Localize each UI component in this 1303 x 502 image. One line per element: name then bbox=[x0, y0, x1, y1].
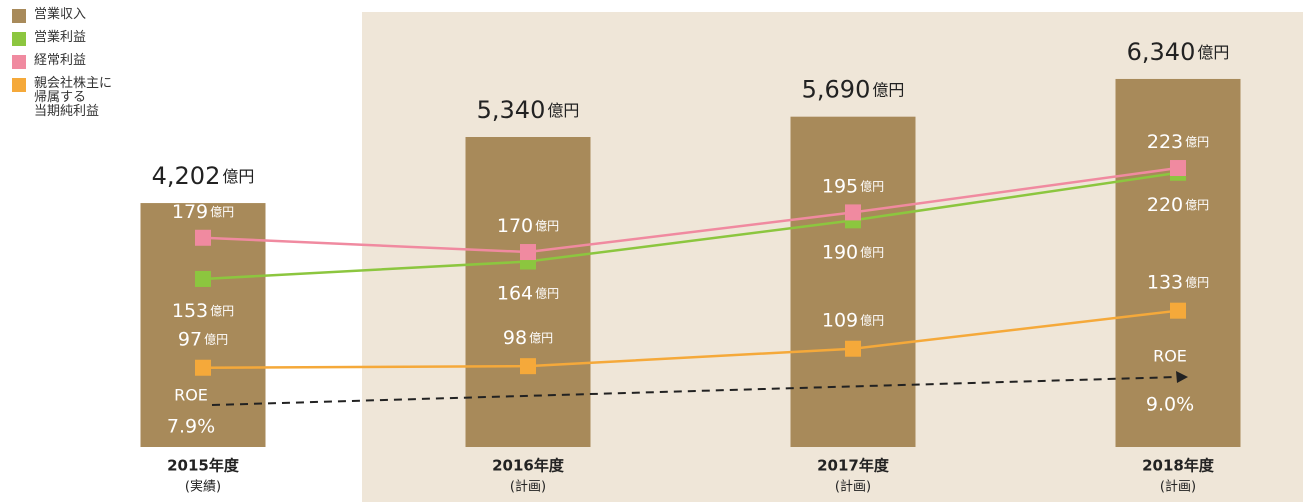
data-label: 153 億円 bbox=[172, 299, 234, 321]
line bbox=[202, 309, 1179, 369]
data-label-value: 195 bbox=[822, 175, 858, 197]
bar-label-value: 6,340 bbox=[1127, 38, 1196, 66]
data-label: 179 億円 bbox=[172, 200, 234, 222]
legend-label: 営業利益 bbox=[34, 30, 87, 45]
data-label-value: 97 bbox=[178, 328, 202, 350]
data-label-unit: 億円 bbox=[529, 331, 553, 345]
data-label: 133 億円 bbox=[1147, 271, 1209, 293]
legend-label: 営業収入 bbox=[34, 7, 87, 22]
data-label-unit: 億円 bbox=[1185, 135, 1209, 149]
bar-label: 5,340 億円 bbox=[477, 96, 580, 124]
legend-label: 親会社株主に 帰属する 当期純利益 bbox=[34, 76, 113, 119]
data-label: 195 億円 bbox=[822, 175, 884, 197]
bar-label: 4,202 億円 bbox=[152, 162, 255, 190]
data-label-unit: 億円 bbox=[210, 303, 234, 317]
bar-label-value: 5,690 bbox=[802, 76, 871, 104]
data-label-value: 179 bbox=[172, 200, 208, 222]
legend-item: 経常利益 bbox=[12, 54, 112, 69]
roe-value: 9.0% bbox=[1146, 394, 1194, 416]
legend: 営業収入営業利益経常利益親会社株主に 帰属する 当期純利益 bbox=[12, 8, 112, 127]
line bbox=[202, 166, 1179, 254]
data-label-unit: 億円 bbox=[535, 219, 559, 233]
roe-label: ROE bbox=[174, 386, 208, 405]
x-tick-label: 2017年度 bbox=[817, 457, 890, 475]
marker bbox=[520, 358, 536, 375]
data-label-value: 220 bbox=[1147, 193, 1183, 215]
data-label-value: 109 bbox=[822, 309, 858, 331]
roe-label: ROE bbox=[1153, 347, 1187, 366]
bar-label-unit: 億円 bbox=[222, 167, 254, 186]
data-label: 164 億円 bbox=[497, 282, 559, 304]
data-label-unit: 億円 bbox=[860, 245, 884, 259]
legend-item: 親会社株主に 帰属する 当期純利益 bbox=[12, 77, 112, 119]
bar-label: 5,690 億円 bbox=[802, 76, 905, 104]
bar bbox=[1115, 78, 1241, 447]
bar-label: 6,340 億円 bbox=[1127, 38, 1230, 66]
roe-arrowhead bbox=[1176, 371, 1188, 383]
roe-value: 7.9% bbox=[167, 416, 215, 438]
data-label-unit: 億円 bbox=[860, 313, 884, 327]
data-label: 109 億円 bbox=[822, 309, 884, 331]
legend-swatch bbox=[12, 55, 26, 69]
data-label-value: 164 bbox=[497, 282, 533, 304]
x-tick-note: (計画) bbox=[510, 479, 546, 495]
bar-label-unit: 億円 bbox=[547, 101, 579, 120]
bar-label-unit: 億円 bbox=[1197, 42, 1229, 61]
data-label-unit: 億円 bbox=[860, 179, 884, 193]
bar-label-value: 4,202 bbox=[152, 162, 221, 190]
data-label-unit: 億円 bbox=[204, 332, 228, 346]
marker bbox=[1170, 160, 1186, 177]
legend-item: 営業収入 bbox=[12, 8, 112, 23]
marker bbox=[195, 359, 211, 376]
x-tick-note: (計画) bbox=[835, 479, 871, 495]
roe-arrow bbox=[211, 376, 1179, 406]
data-label-unit: 億円 bbox=[210, 204, 234, 218]
x-tick-label: 2018年度 bbox=[1142, 457, 1215, 475]
data-label: 98 億円 bbox=[503, 327, 553, 349]
bar-label-unit: 億円 bbox=[872, 80, 904, 99]
bar bbox=[790, 116, 916, 447]
data-label-value: 98 bbox=[503, 327, 527, 349]
legend-swatch bbox=[12, 9, 26, 23]
bar-label-value: 5,340 bbox=[477, 96, 546, 124]
legend-label: 経常利益 bbox=[34, 53, 87, 68]
x-tick-note: (計画) bbox=[1160, 479, 1196, 495]
data-label-value: 170 bbox=[497, 215, 533, 237]
data-label: 223 億円 bbox=[1147, 131, 1209, 153]
data-label-unit: 億円 bbox=[535, 286, 559, 300]
data-label-unit: 億円 bbox=[1185, 275, 1209, 289]
marker bbox=[1170, 302, 1186, 319]
marker bbox=[845, 204, 861, 221]
data-label: 97 億円 bbox=[178, 328, 228, 350]
marker bbox=[195, 229, 211, 246]
legend-swatch bbox=[12, 78, 26, 92]
data-label: 190 億円 bbox=[822, 241, 884, 263]
marker bbox=[845, 340, 861, 357]
data-label-value: 190 bbox=[822, 241, 858, 263]
data-label: 170 億円 bbox=[497, 215, 559, 237]
data-label: 220 億円 bbox=[1147, 193, 1209, 215]
x-tick-note: (実績) bbox=[185, 479, 221, 495]
line bbox=[202, 171, 1179, 281]
legend-swatch bbox=[12, 32, 26, 46]
data-label-value: 223 bbox=[1147, 131, 1183, 153]
data-label-unit: 億円 bbox=[1185, 197, 1209, 211]
legend-item: 営業利益 bbox=[12, 31, 112, 46]
data-label-value: 133 bbox=[1147, 271, 1183, 293]
marker bbox=[520, 244, 536, 261]
marker bbox=[195, 270, 211, 287]
data-label-value: 153 bbox=[172, 299, 208, 321]
x-tick-label: 2015年度 bbox=[167, 457, 240, 475]
x-tick-label: 2016年度 bbox=[492, 457, 565, 475]
